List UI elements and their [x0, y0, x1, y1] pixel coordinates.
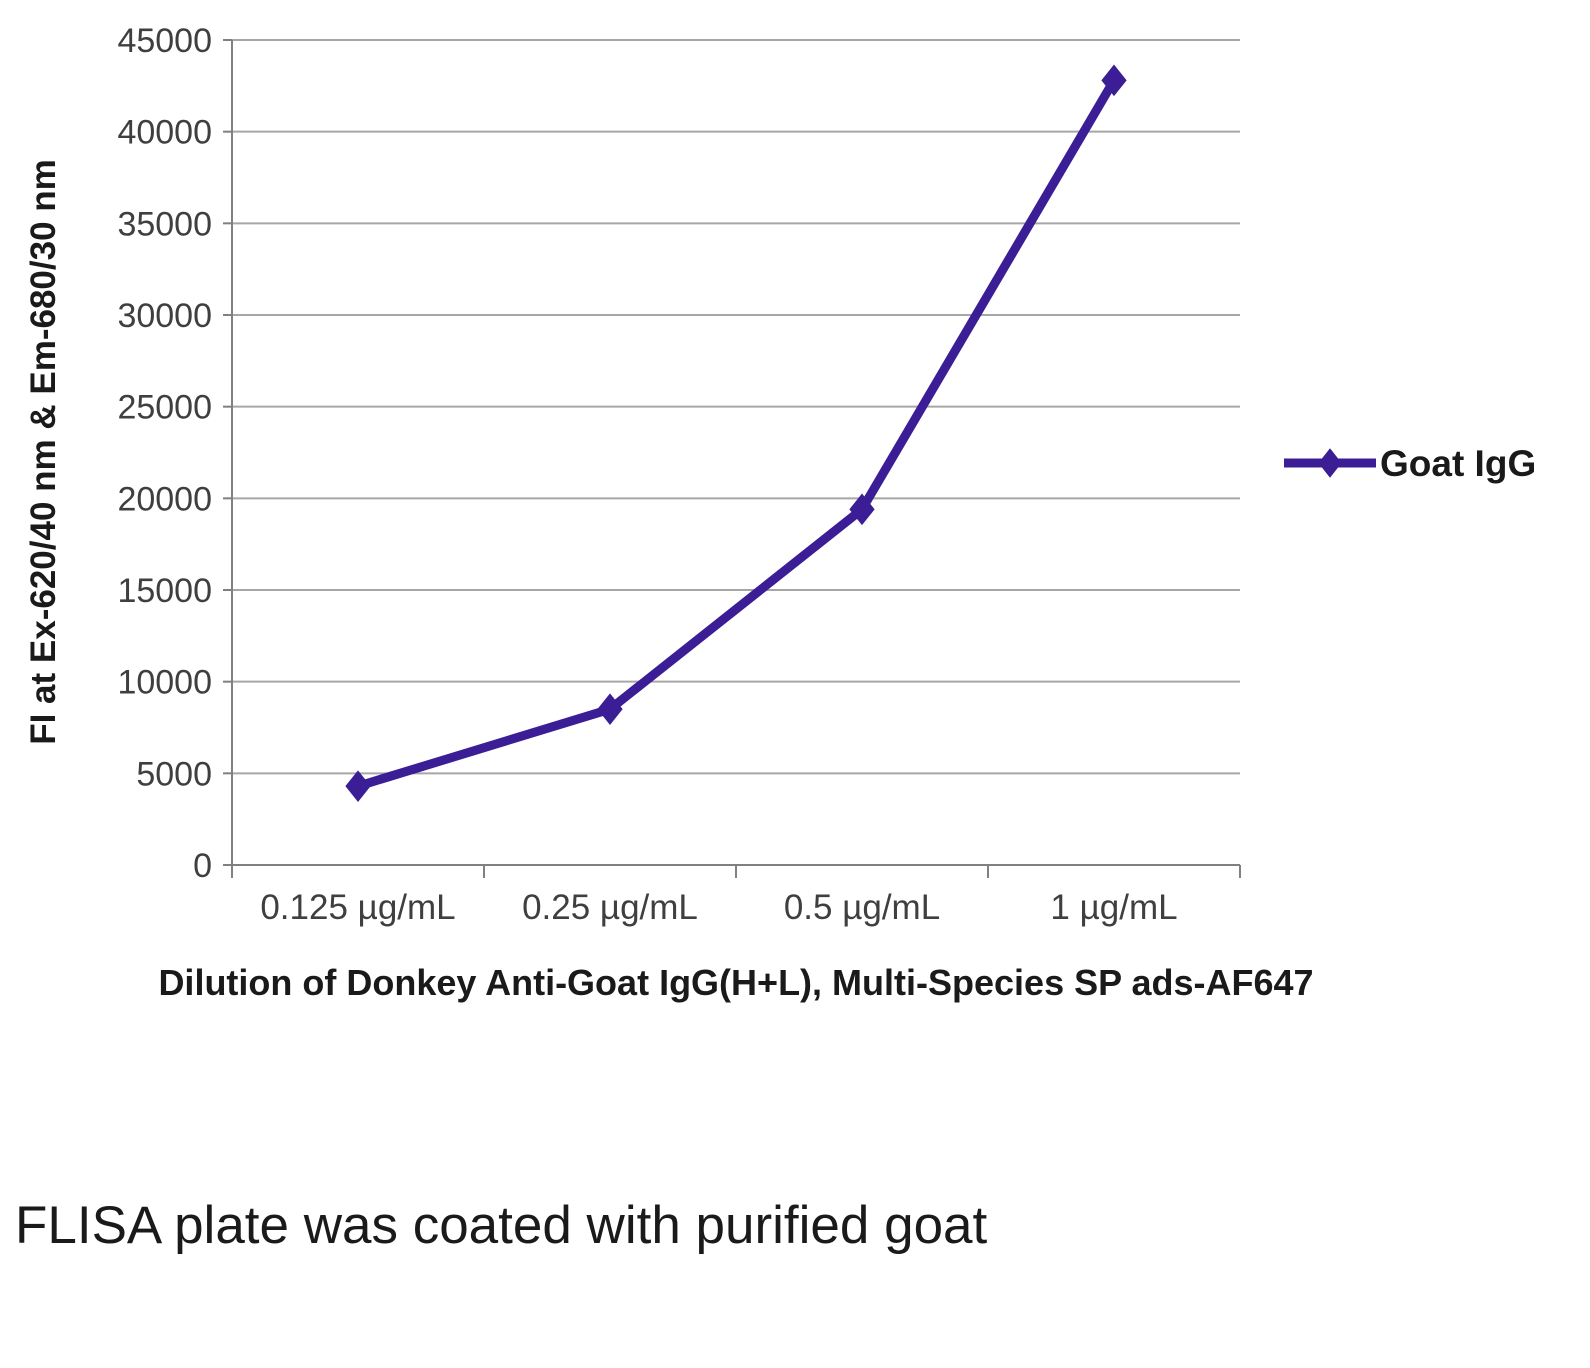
y-tick-label: 25000 [117, 389, 212, 427]
y-tick-label: 20000 [117, 480, 212, 518]
x-tick-label: 1 µg/mL [1050, 888, 1177, 927]
x-tick-label: 0.125 µg/mL [260, 888, 455, 927]
y-tick-label: 45000 [117, 22, 212, 60]
legend-marker [1318, 448, 1342, 478]
x-tick-label: 0.25 µg/mL [522, 888, 698, 927]
chart-canvas: 0 5000 10000 15000 20000 25000 30000 35000 40000… [24, 22, 1536, 1003]
x-axis-title: Dilution of Donkey Anti-Goat IgG(H+L), M… [158, 962, 1313, 1003]
y-axis-title: FI at Ex-620/40 nm & Em-680/30 nm [24, 159, 63, 745]
figure-caption: FLISA plate was coated with purified goa… [15, 1062, 1575, 1368]
y-tick-label: 35000 [117, 205, 212, 243]
y-tick-label: 0 [193, 847, 212, 885]
data-point-marker [1101, 64, 1127, 97]
x-tick-label: 0.5 µg/mL [784, 888, 940, 927]
series-line [353, 75, 1119, 791]
y-tick-label: 5000 [136, 755, 212, 793]
caption-line: FLISA plate was coated with purified goa… [15, 1196, 988, 1256]
y-tick-label: 15000 [117, 572, 212, 610]
data-point-marker [597, 693, 623, 725]
data-point-marker [345, 770, 371, 802]
legend-label: Goat IgG [1380, 443, 1536, 484]
flisa-line-chart: 0 5000 10000 15000 20000 25000 30000 35000 40000… [24, 22, 1536, 1003]
y-tick-label: 30000 [117, 297, 212, 335]
y-tick-label: 10000 [117, 664, 212, 702]
data-point-marker [849, 493, 875, 526]
y-tick-label: 40000 [117, 114, 212, 152]
